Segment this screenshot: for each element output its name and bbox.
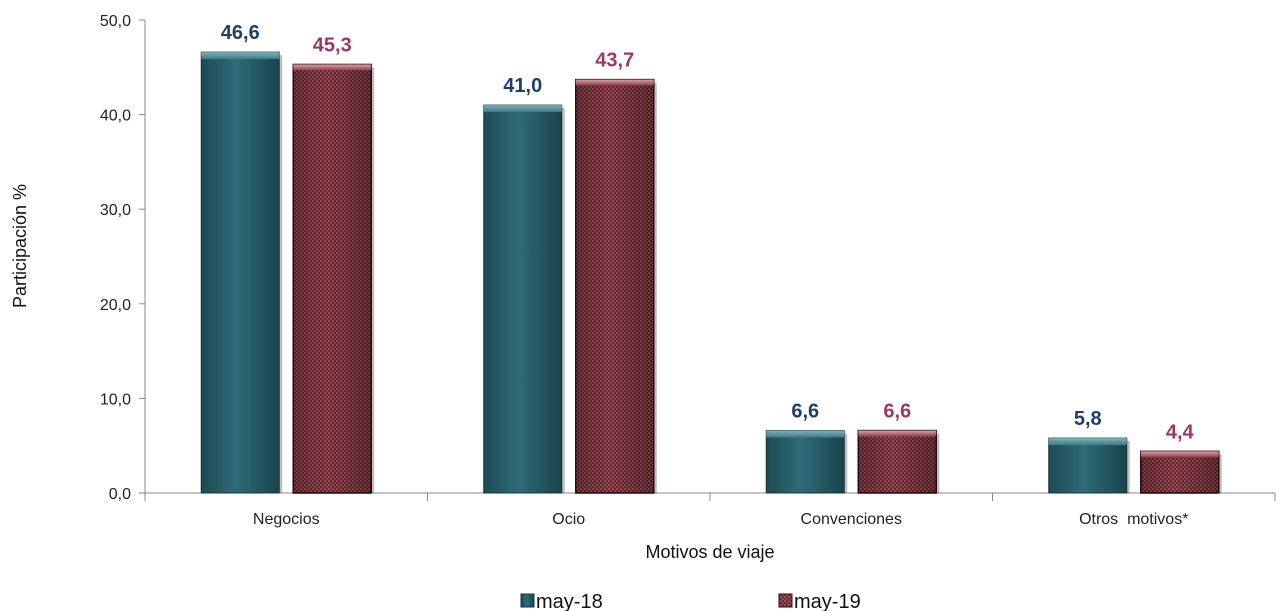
data-labels: 46,6 45,3 41,0 43,7 6,6 6,6 5,8 4,4 <box>221 22 1195 443</box>
data-label: 41,0 <box>503 75 542 97</box>
y-tick-label: 50,0 <box>100 13 131 30</box>
y-ticks: 0,0 10,0 20,0 30,0 40,0 50,0 <box>100 13 145 503</box>
bars <box>200 51 1222 494</box>
category-label: Otros motivos* <box>1079 511 1188 528</box>
bar <box>765 430 848 494</box>
data-label: 4,4 <box>1166 421 1195 443</box>
legend-item: may-19 <box>778 591 861 611</box>
category-label: Convenciones <box>801 511 902 528</box>
legend-label: may-19 <box>794 591 861 611</box>
bar <box>1140 450 1222 494</box>
bar <box>200 51 283 494</box>
legend: may-18 may-19 <box>520 591 861 611</box>
data-label: 45,3 <box>313 34 352 56</box>
y-tick-label: 10,0 <box>100 391 131 408</box>
bar <box>857 429 940 494</box>
legend-item: may-18 <box>520 591 603 611</box>
category-labels: Negocios Ocio Convenciones Otros motivos* <box>253 511 1189 528</box>
x-axis-title: Motivos de viaje <box>645 542 774 562</box>
bar <box>1048 437 1130 494</box>
bar <box>292 63 375 494</box>
data-label: 6,6 <box>791 401 819 423</box>
legend-swatch <box>778 593 793 608</box>
category-label: Ocio <box>552 511 585 528</box>
data-label: 43,7 <box>595 50 634 72</box>
data-label: 46,6 <box>221 22 260 44</box>
data-label: 5,8 <box>1074 408 1102 430</box>
y-tick-label: 40,0 <box>100 108 131 125</box>
legend-label: may-18 <box>536 591 603 611</box>
legend-swatch <box>520 593 535 608</box>
bar <box>575 78 657 494</box>
x-ticks <box>144 493 1276 501</box>
y-axis-title: Participación % <box>10 184 30 308</box>
y-tick-label: 0,0 <box>109 486 131 503</box>
category-label: Negocios <box>253 511 320 528</box>
y-tick-label: 30,0 <box>100 202 131 219</box>
bar <box>483 104 565 494</box>
y-tick-label: 20,0 <box>100 297 131 314</box>
data-label: 6,6 <box>883 401 911 423</box>
